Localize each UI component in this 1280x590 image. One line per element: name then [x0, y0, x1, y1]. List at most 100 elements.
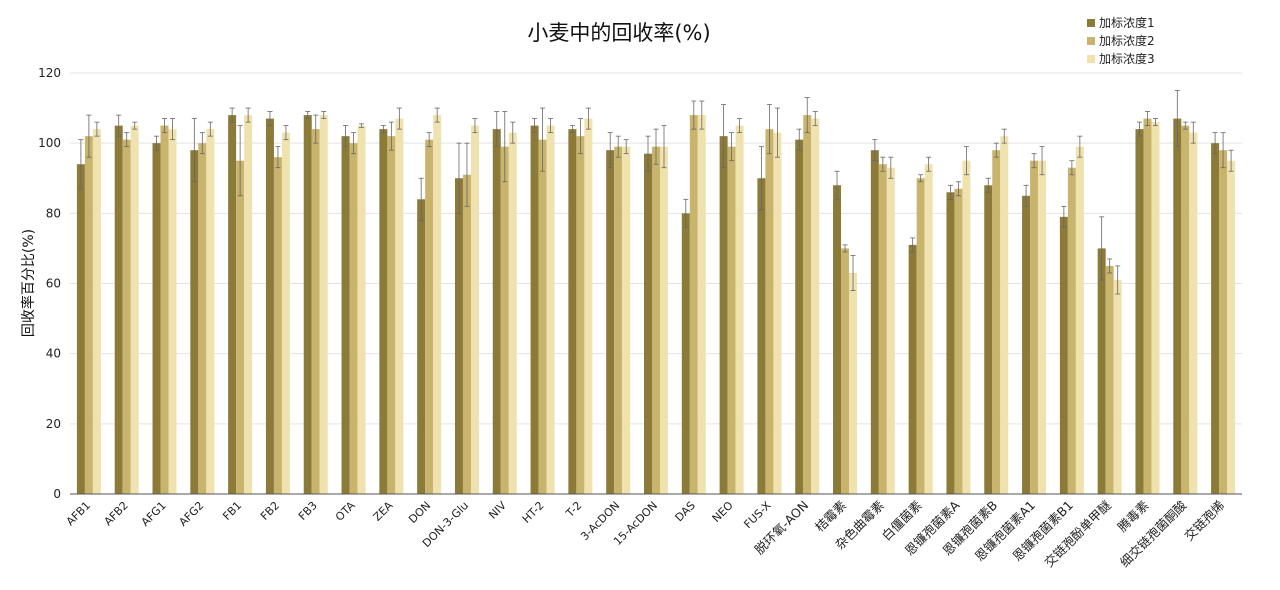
bar-1 [795, 139, 804, 495]
x-tick-label: FB1 [220, 499, 244, 523]
bar-3 [433, 115, 442, 494]
error-bar [116, 114, 122, 137]
error-bar [351, 132, 357, 155]
error-bar [607, 132, 613, 169]
y-tick-label: 80 [46, 206, 61, 220]
bar-1 [265, 118, 274, 494]
bar-1 [1135, 129, 1144, 494]
error-bar [569, 125, 575, 134]
error-bar [494, 111, 500, 148]
error-bar [540, 107, 546, 172]
legend-swatch [1087, 19, 1095, 27]
error-bar [774, 107, 780, 158]
bar-2 [273, 157, 282, 494]
bar-2 [689, 115, 698, 494]
error-bar [872, 139, 878, 162]
bar-3 [1000, 136, 1009, 494]
error-bar [850, 255, 856, 291]
bar-3 [1075, 146, 1084, 495]
x-tick-label: ZEA [371, 499, 396, 524]
bar-2 [1030, 160, 1039, 495]
error-bar [1152, 118, 1158, 127]
bar-1 [303, 115, 312, 494]
bar-2 [500, 146, 509, 495]
error-bar [645, 135, 651, 172]
error-bar [947, 184, 953, 200]
error-bar [880, 156, 886, 172]
error-bar [699, 100, 705, 130]
bar-1 [1211, 143, 1220, 494]
x-tick-label: NEO [710, 499, 736, 525]
error-bar [834, 170, 840, 200]
bar-2 [236, 160, 245, 495]
bar-1 [757, 178, 766, 494]
error-bar [1031, 153, 1037, 169]
y-tick-label: 60 [46, 277, 61, 291]
error-bar [653, 128, 659, 165]
bar-1 [984, 185, 993, 494]
bar-2 [652, 146, 660, 495]
bar-2 [954, 188, 963, 494]
y-axis-ticks: 0 20 40 60 80 100 120 [38, 66, 61, 501]
error-bar [199, 132, 205, 155]
error-bar [1174, 90, 1180, 148]
legend-swatch [1087, 37, 1095, 45]
error-bar [132, 121, 138, 130]
error-bar [623, 139, 629, 155]
error-bar [577, 118, 583, 155]
bar-1 [946, 192, 955, 495]
x-tick-label: 细交链孢菌酮酸 [1117, 497, 1190, 570]
bar-1 [719, 136, 728, 494]
x-tick-label: NIV [486, 499, 509, 522]
error-bar [1039, 146, 1045, 176]
error-bar [1136, 121, 1142, 137]
error-bar [729, 132, 735, 162]
error-bar [207, 121, 213, 137]
x-tick-label: HT-2 [520, 499, 547, 526]
bar-1 [492, 129, 501, 494]
error-bar [343, 125, 349, 148]
bar-2 [1105, 265, 1114, 494]
bar-1 [908, 244, 917, 494]
error-bar [1144, 111, 1150, 127]
bar-3 [546, 125, 555, 494]
legend-label: 加标浓度2 [1099, 33, 1155, 48]
error-bar [993, 142, 999, 158]
bar-2 [387, 136, 396, 494]
bar-3 [168, 129, 177, 494]
error-bar [812, 111, 818, 127]
bar-3 [319, 115, 328, 494]
legend-swatch [1087, 55, 1095, 63]
error-bar [321, 111, 327, 120]
error-bar [472, 118, 478, 134]
error-bar [691, 100, 697, 130]
bar-3 [508, 132, 517, 494]
error-bar [585, 107, 591, 130]
bar-3 [1227, 160, 1236, 495]
bar-3 [1038, 160, 1047, 495]
x-axis-ticks: AFB1 AFB2 AFG1 AFG2 FB1 FB2 FB3 OTA ZEA DONDON-3-… [64, 497, 1227, 570]
bar-1 [379, 129, 388, 494]
error-bar [456, 142, 462, 214]
bar-2 [576, 136, 585, 494]
error-bar [502, 111, 508, 183]
error-bar [426, 132, 432, 148]
bar-1 [644, 153, 652, 495]
x-tick-label: AFB1 [64, 499, 93, 528]
bar-2 [1143, 118, 1152, 494]
bar-3 [773, 132, 782, 494]
error-bar [842, 244, 848, 253]
y-tick-label: 40 [46, 347, 61, 361]
error-bar [283, 125, 289, 141]
x-tick-label: 交链孢烯 [1181, 498, 1227, 544]
error-bar [313, 114, 319, 144]
x-tick-label: DAS [673, 499, 698, 524]
error-bar [275, 146, 281, 169]
bar-1 [1173, 118, 1182, 494]
bar-1 [190, 150, 199, 494]
y-tick-label: 20 [46, 417, 61, 431]
bar-2 [614, 146, 623, 495]
bar-3 [584, 118, 593, 494]
bar-1 [417, 199, 426, 495]
